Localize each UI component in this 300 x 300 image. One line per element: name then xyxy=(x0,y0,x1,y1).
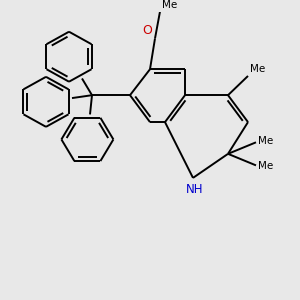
Text: O: O xyxy=(142,23,152,37)
Text: Me: Me xyxy=(258,161,273,171)
Text: NH: NH xyxy=(186,183,204,196)
Text: Me: Me xyxy=(258,136,273,146)
Text: Me: Me xyxy=(250,64,265,74)
Text: Me: Me xyxy=(162,0,177,10)
